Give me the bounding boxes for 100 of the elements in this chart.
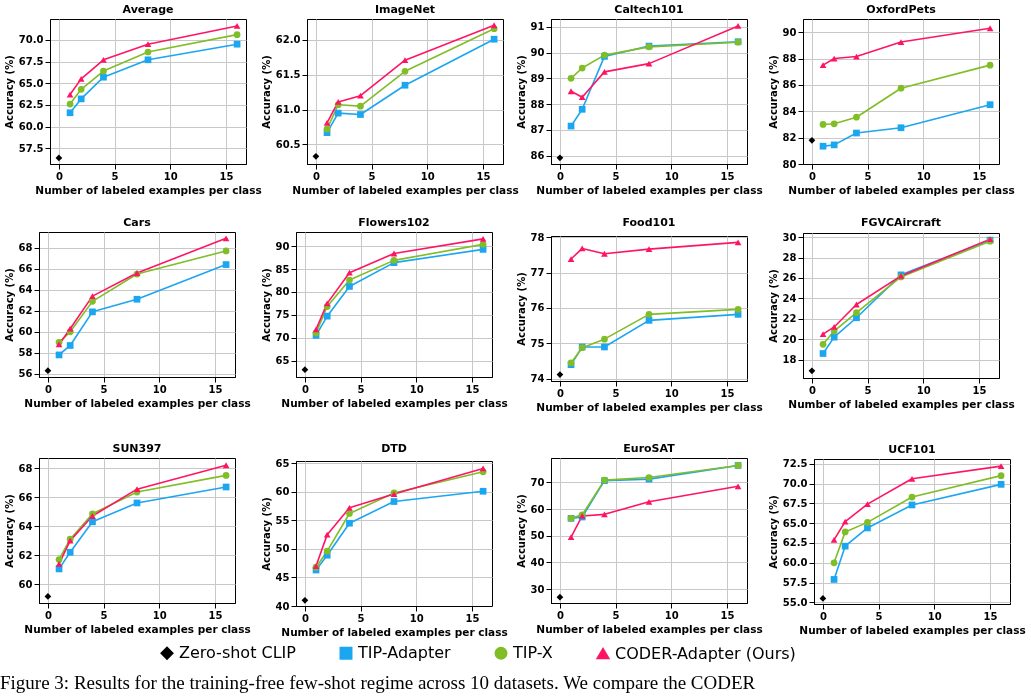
y-tick-label: 61.0	[275, 104, 301, 116]
x-axis-title: Number of labeled examples per class	[292, 183, 519, 196]
y-tick-label: 57.5	[18, 142, 44, 154]
y-tick-label: 55.0	[782, 596, 808, 608]
y-tick-label: 60	[530, 503, 545, 515]
y-axis-title: Accuracy (%)	[3, 494, 15, 568]
x-tick-label: 15	[720, 387, 735, 399]
y-tick-label: 64	[18, 284, 33, 296]
x-axis-title: Number of labeled examples per class	[788, 397, 1015, 410]
y-tick-label: 80	[782, 158, 797, 170]
x-tick-label: 5	[864, 170, 872, 182]
y-tick-label: 82	[782, 132, 797, 144]
y-tick-label: 45	[275, 571, 290, 583]
y-axis-title: Accuracy (%)	[515, 494, 527, 568]
caption: Figure 3: Results for the training-free few-shot regime across 10 datasets. We compare the CODER	[0, 672, 756, 693]
x-tick-label: 0	[312, 170, 320, 182]
y-axis-title: Accuracy (%)	[767, 495, 779, 569]
y-tick-label: 65	[275, 355, 290, 367]
y-tick-label: 86	[530, 150, 545, 162]
x-tick-label: 5	[864, 384, 872, 396]
y-tick-label: 18	[782, 354, 797, 366]
x-tick-label: 10	[916, 384, 931, 396]
y-tick-label: 28	[782, 252, 797, 264]
y-axis-title: Accuracy (%)	[3, 268, 15, 342]
y-tick-label: 68	[18, 462, 33, 474]
x-tick-label: 10	[152, 609, 167, 621]
x-tick-label: 0	[556, 387, 564, 399]
y-tick-label: 75	[530, 337, 545, 349]
x-tick-label: 10	[152, 383, 167, 395]
x-tick-label: 10	[409, 383, 424, 395]
legend-label: CODER-Adapter (Ours)	[615, 643, 796, 663]
x-tick-label: 5	[100, 383, 108, 395]
x-axis-title: Number of labeled examples per class	[281, 625, 508, 638]
y-tick-label: 40	[275, 600, 290, 612]
x-tick-label: 15	[465, 612, 480, 624]
chart-title: Average	[122, 3, 174, 16]
y-tick-label: 60	[275, 486, 290, 498]
y-tick-label: 75	[275, 309, 290, 321]
chart-title: Cars	[123, 216, 152, 229]
y-tick-label: 58	[18, 347, 33, 359]
y-axis-title: Accuracy (%)	[515, 55, 527, 129]
x-tick-label: 0	[301, 612, 309, 624]
y-tick-label: 56	[18, 368, 33, 380]
x-tick-label: 15	[476, 170, 491, 182]
chart-title: EuroSAT	[623, 442, 676, 455]
y-tick-label: 80	[275, 286, 290, 298]
legend-label: TIP-Adapter	[357, 643, 452, 663]
chart-title: SUN397	[112, 442, 162, 455]
y-tick-label: 22	[782, 313, 797, 325]
x-tick-label: 5	[357, 383, 365, 395]
y-tick-label: 84	[782, 105, 797, 117]
x-tick-label: 0	[301, 383, 309, 395]
x-axis-title: Number of labeled examples per class	[24, 396, 251, 409]
y-tick-label: 61.5	[275, 69, 301, 81]
y-tick-label: 66	[18, 491, 33, 503]
x-tick-label: 10	[420, 170, 435, 182]
y-tick-label: 60.0	[18, 121, 44, 133]
y-tick-label: 68	[18, 242, 33, 254]
x-tick-label: 0	[44, 383, 52, 395]
chart-title: Flowers102	[358, 216, 430, 229]
x-tick-label: 10	[927, 610, 942, 622]
x-tick-label: 15	[208, 609, 223, 621]
x-tick-label: 15	[720, 609, 735, 621]
x-tick-label: 0	[819, 610, 827, 622]
y-tick-label: 62.5	[18, 99, 44, 111]
x-tick-label: 10	[409, 612, 424, 624]
y-tick-label: 89	[530, 72, 545, 84]
x-tick-label: 0	[55, 170, 63, 182]
x-tick-label: 10	[916, 170, 931, 182]
y-tick-label: 62.0	[275, 34, 301, 46]
x-axis-title: Number of labeled examples per class	[799, 623, 1026, 636]
y-axis-title: Accuracy (%)	[260, 497, 272, 571]
x-tick-label: 5	[612, 609, 620, 621]
y-tick-label: 20	[782, 333, 797, 345]
x-tick-label: 5	[875, 610, 883, 622]
y-tick-label: 90	[275, 240, 290, 252]
x-tick-label: 15	[219, 170, 234, 182]
y-tick-label: 70.0	[782, 478, 808, 490]
y-tick-label: 70	[530, 476, 545, 488]
y-tick-label: 55	[275, 514, 290, 526]
x-tick-label: 10	[664, 387, 679, 399]
y-tick-label: 60	[18, 578, 33, 590]
y-tick-label: 26	[782, 272, 797, 284]
y-tick-label: 64	[18, 520, 33, 532]
y-tick-label: 62.5	[782, 537, 808, 549]
x-tick-label: 15	[465, 383, 480, 395]
y-tick-label: 78	[530, 231, 545, 243]
y-tick-label: 70.0	[18, 34, 44, 46]
x-tick-label: 15	[720, 170, 735, 182]
chart-title: Food101	[622, 216, 676, 230]
y-tick-label: 77	[530, 267, 545, 279]
y-tick-label: 60.0	[782, 557, 808, 569]
x-axis-title: Number of labeled examples per class	[536, 400, 763, 413]
y-axis-title: Accuracy (%)	[260, 268, 272, 342]
y-axis-title: Accuracy (%)	[767, 55, 779, 129]
y-tick-label: 85	[275, 263, 290, 275]
legend-label: TIP-X	[512, 643, 553, 663]
chart-title: FGVCAircraft	[860, 216, 942, 230]
y-tick-label: 57.5	[782, 577, 808, 589]
y-tick-label: 50	[275, 543, 290, 555]
